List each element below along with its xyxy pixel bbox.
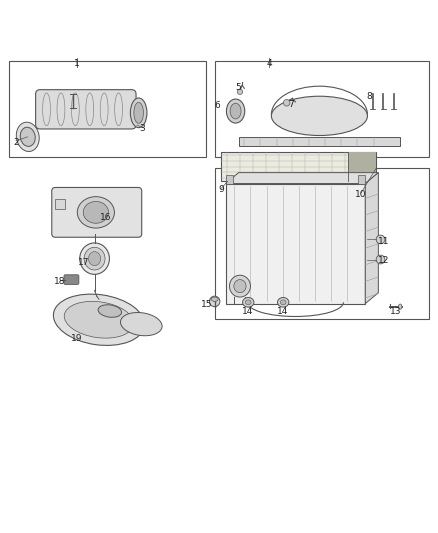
Text: 5: 5 (236, 83, 241, 92)
Bar (226, 175, 233, 184)
Text: 14: 14 (277, 306, 288, 316)
Bar (358, 175, 365, 184)
Bar (10, 61, 206, 157)
Polygon shape (365, 173, 378, 304)
FancyBboxPatch shape (64, 275, 79, 285)
Text: 14: 14 (242, 306, 253, 316)
Ellipse shape (237, 89, 243, 94)
Ellipse shape (209, 296, 220, 306)
Text: 19: 19 (71, 334, 83, 343)
Polygon shape (226, 173, 378, 183)
Text: 11: 11 (378, 237, 390, 246)
Ellipse shape (283, 100, 290, 106)
Ellipse shape (131, 98, 147, 128)
Text: 1: 1 (74, 59, 80, 68)
Text: 9: 9 (218, 185, 224, 194)
Ellipse shape (20, 127, 35, 147)
Bar (226, 183, 365, 304)
Text: 18: 18 (54, 277, 65, 286)
Ellipse shape (376, 255, 385, 264)
Text: 16: 16 (100, 213, 111, 222)
Ellipse shape (78, 197, 114, 228)
Text: 13: 13 (390, 306, 402, 316)
Ellipse shape (64, 301, 134, 338)
Bar (221, 152, 376, 181)
Ellipse shape (230, 103, 241, 119)
FancyBboxPatch shape (35, 90, 136, 129)
Bar (348, 152, 376, 181)
Ellipse shape (245, 300, 251, 305)
Bar (215, 168, 428, 319)
Ellipse shape (80, 243, 110, 274)
Ellipse shape (243, 297, 254, 307)
Text: 10: 10 (355, 190, 367, 199)
Ellipse shape (16, 122, 39, 151)
Ellipse shape (211, 297, 218, 302)
Ellipse shape (376, 235, 385, 244)
Text: 7: 7 (288, 100, 294, 109)
Ellipse shape (272, 96, 367, 135)
Ellipse shape (83, 201, 109, 223)
Text: 12: 12 (378, 256, 390, 265)
Bar (215, 61, 428, 157)
FancyBboxPatch shape (52, 188, 142, 237)
Ellipse shape (88, 252, 101, 265)
Bar (239, 137, 400, 147)
Bar (55, 199, 65, 209)
Text: 17: 17 (78, 257, 89, 266)
Text: 15: 15 (201, 300, 212, 309)
Ellipse shape (53, 294, 145, 345)
Ellipse shape (84, 247, 105, 270)
Text: 2: 2 (13, 138, 19, 147)
Ellipse shape (226, 99, 245, 123)
Text: 6: 6 (214, 101, 220, 110)
Ellipse shape (280, 300, 286, 305)
Ellipse shape (134, 102, 144, 123)
Ellipse shape (234, 280, 246, 293)
Text: 3: 3 (140, 125, 145, 133)
Text: 4: 4 (266, 59, 272, 68)
Text: 8: 8 (367, 92, 372, 101)
Ellipse shape (399, 304, 402, 309)
Ellipse shape (278, 297, 289, 307)
Ellipse shape (120, 312, 162, 336)
Ellipse shape (98, 305, 122, 317)
Ellipse shape (230, 275, 251, 297)
